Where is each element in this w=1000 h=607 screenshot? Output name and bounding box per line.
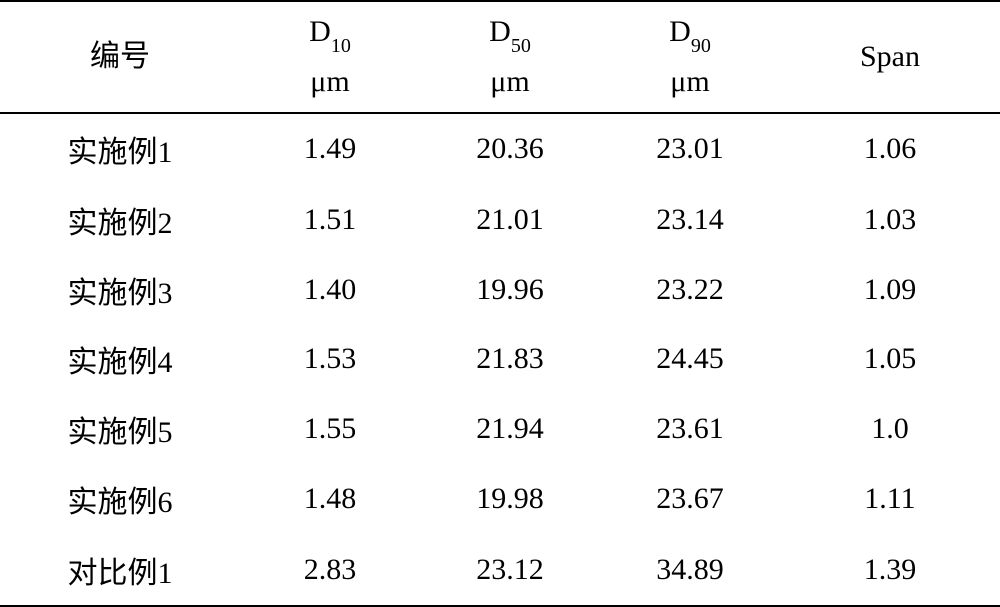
- cell-label: 实施例6: [0, 464, 240, 534]
- cell-label: 实施例4: [0, 325, 240, 395]
- particle-size-table-container: 编号 D10 μm D50 μm: [0, 0, 1000, 607]
- header-d50-pre: D: [489, 15, 511, 48]
- header-d50-unit: μm: [490, 58, 529, 106]
- table-row: 实施例1 1.49 20.36 23.01 1.06: [0, 113, 1000, 185]
- table-row: 实施例2 1.51 21.01 23.14 1.03: [0, 185, 1000, 255]
- cell-d50: 19.96: [420, 255, 600, 325]
- cell-span: 1.11: [780, 464, 1000, 534]
- table-row: 实施例3 1.40 19.96 23.22 1.09: [0, 255, 1000, 325]
- table-row: 实施例5 1.55 21.94 23.61 1.0: [0, 394, 1000, 464]
- header-d10-title: D10: [309, 8, 351, 58]
- header-label-text: 编号: [90, 33, 150, 81]
- cell-d10: 2.83: [240, 534, 420, 606]
- cell-d50: 19.98: [420, 464, 600, 534]
- cell-d90: 34.89: [600, 534, 780, 606]
- cell-label: 对比例1: [0, 534, 240, 606]
- cell-span: 1.39: [780, 534, 1000, 606]
- cell-d10: 1.40: [240, 255, 420, 325]
- header-d10-unit: μm: [310, 58, 349, 106]
- table-row: 对比例1 2.83 23.12 34.89 1.39: [0, 534, 1000, 606]
- cell-d90: 23.22: [600, 255, 780, 325]
- cell-span: 1.05: [780, 325, 1000, 395]
- header-d10-sub: 10: [331, 35, 351, 57]
- header-d50-title: D50: [489, 8, 531, 58]
- header-d50-sub: 50: [511, 35, 531, 57]
- cell-d50: 20.36: [420, 113, 600, 185]
- table-header-row: 编号 D10 μm D50 μm: [0, 1, 1000, 113]
- cell-d90: 23.01: [600, 113, 780, 185]
- cell-span: 1.06: [780, 113, 1000, 185]
- header-d90-sub: 90: [691, 35, 711, 57]
- table-row: 实施例6 1.48 19.98 23.67 1.11: [0, 464, 1000, 534]
- cell-d50: 21.83: [420, 325, 600, 395]
- cell-label: 实施例2: [0, 185, 240, 255]
- header-d90-unit: μm: [670, 58, 709, 106]
- cell-span: 1.03: [780, 185, 1000, 255]
- cell-span: 1.0: [780, 394, 1000, 464]
- cell-span: 1.09: [780, 255, 1000, 325]
- cell-d50: 23.12: [420, 534, 600, 606]
- cell-d10: 1.49: [240, 113, 420, 185]
- header-col-label: 编号: [0, 1, 240, 113]
- cell-d50: 21.01: [420, 185, 600, 255]
- cell-d10: 1.48: [240, 464, 420, 534]
- particle-size-table: 编号 D10 μm D50 μm: [0, 0, 1000, 607]
- cell-d90: 23.61: [600, 394, 780, 464]
- cell-d90: 23.67: [600, 464, 780, 534]
- cell-d10: 1.53: [240, 325, 420, 395]
- cell-label: 实施例1: [0, 113, 240, 185]
- cell-d50: 21.94: [420, 394, 600, 464]
- cell-label: 实施例3: [0, 255, 240, 325]
- table-body: 实施例1 1.49 20.36 23.01 1.06 实施例2 1.51 21.…: [0, 113, 1000, 606]
- header-col-d10: D10 μm: [240, 1, 420, 113]
- header-col-d50: D50 μm: [420, 1, 600, 113]
- header-d10-pre: D: [309, 15, 331, 48]
- header-col-d90: D90 μm: [600, 1, 780, 113]
- cell-d90: 23.14: [600, 185, 780, 255]
- header-span-text: Span: [860, 33, 920, 81]
- table-row: 实施例4 1.53 21.83 24.45 1.05: [0, 325, 1000, 395]
- cell-d10: 1.55: [240, 394, 420, 464]
- header-d90-title: D90: [669, 8, 711, 58]
- cell-d10: 1.51: [240, 185, 420, 255]
- header-d90-pre: D: [669, 15, 691, 48]
- header-col-span: Span: [780, 1, 1000, 113]
- cell-label: 实施例5: [0, 394, 240, 464]
- cell-d90: 24.45: [600, 325, 780, 395]
